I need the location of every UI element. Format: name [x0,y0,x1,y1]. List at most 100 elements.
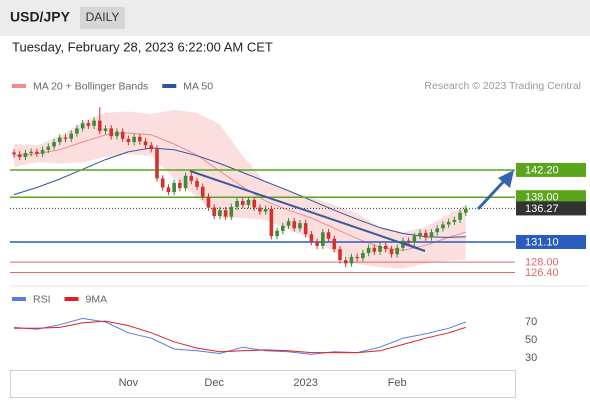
candle-body [281,225,285,231]
source: Research © 2023 Trading Central [424,80,581,92]
x-axis-frame [10,370,516,398]
candle-body [40,149,45,154]
legend-label: RSI [33,293,51,305]
trend-line [403,242,426,252]
legend-label: MA 50 [183,80,213,92]
candle-body [418,232,422,237]
candle-body [35,151,39,154]
candle-body [309,234,314,242]
candle-body [275,230,279,237]
level-label: 131.10 [525,236,559,248]
candle-body [126,138,131,143]
legend-label: 9MA [86,293,108,305]
x-tick-label: Dec [204,377,224,389]
candle-body [246,199,251,205]
level-label-box [516,162,586,177]
y-tick-label: 70 [525,316,537,328]
trend-line [189,170,426,252]
level-label-box [516,190,586,205]
legend-swatch [162,84,177,88]
series-line [14,320,466,354]
candle-body [383,245,388,250]
level-label: 142.20 [525,164,559,176]
candle-body [143,141,148,146]
candle-body [349,256,354,264]
level-label: 126.40 [525,267,559,279]
candle-body [52,142,56,147]
candle-body [17,154,22,157]
candle-body [326,232,331,239]
candle-body [109,128,114,137]
candle-body [46,146,51,150]
candle-body [338,249,342,261]
candle-body [429,232,434,238]
candle-body [195,180,199,187]
candle-body [389,249,394,255]
candle-body [12,152,16,155]
candle-body [183,175,188,189]
candle-body [452,219,457,222]
candle-body [80,123,85,129]
date: Tuesday, February 28, 2023 6:22:00 AM CE… [12,39,273,54]
legend-swatch [64,297,79,301]
candle-body [263,208,268,212]
bollinger-band [14,109,466,269]
legend-label: MA 20 + Bollinger Bands [33,80,148,92]
candle-body [63,137,68,139]
level-label: 136.27 [525,203,559,215]
series-line [13,317,466,355]
candle-body [166,187,171,193]
candle-body [361,253,365,259]
candle-body [441,224,445,229]
candle-body [303,223,308,235]
candle-body [269,208,274,237]
candle-body [321,232,325,246]
candle-body [155,149,159,179]
candle-body [132,136,136,143]
candle-body [103,128,108,132]
candle-body [200,186,205,197]
candle-body [218,210,222,217]
candle-body [378,245,382,252]
candle-body [298,223,302,229]
candle-body [86,123,91,126]
candle-body [286,221,291,226]
candle-body [178,182,182,189]
y-tick-label: 50 [525,334,537,346]
forecast-arrow-head [498,170,514,188]
candle-body [160,178,165,188]
forecast-arrow [476,178,507,211]
candle-body [212,207,216,217]
candle-body [258,207,262,212]
candle-body [252,199,257,208]
candle-body [138,136,142,142]
candle-body [229,206,234,217]
period-button[interactable] [80,7,125,29]
candle-body [343,260,348,264]
candle-body [75,128,79,134]
candle-body [458,212,462,220]
candle-body [412,236,417,243]
level-label-box [516,201,586,216]
candle-body [372,247,377,252]
candle-body [332,238,337,250]
candle-body [120,131,125,139]
candle-body [97,120,102,132]
candle-body [189,175,194,181]
candle-body [206,196,211,208]
candle-body [240,201,245,205]
candle-body [366,247,371,254]
series-line [13,132,466,251]
candle-body [406,240,411,243]
level-label: 138.00 [525,192,559,204]
x-tick-label: Nov [119,377,139,389]
candle-body [149,145,154,150]
period: DAILY [86,10,120,24]
candle-body [435,228,440,233]
x-tick-label: Feb [388,377,407,389]
candle-body [292,221,297,229]
y-tick-label: 30 [525,352,537,364]
